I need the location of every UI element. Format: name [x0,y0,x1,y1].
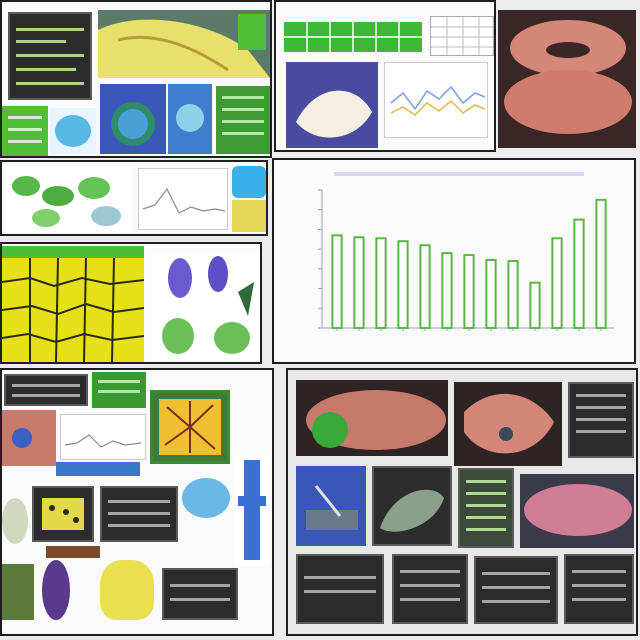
thumbnail-blue-letters[interactable] [234,456,270,566]
thumbnail-dark-chart[interactable] [100,486,178,542]
x-tick-marks [336,328,602,331]
thumbnail-purple-leaf[interactable] [286,62,378,148]
thumbnail-dark-leaf[interactable] [372,466,452,546]
panel-top-middle [274,0,496,152]
thumbnail-green-document[interactable] [2,106,48,156]
bar-3 [397,240,409,329]
thumbnail-blue-cell[interactable] [50,108,96,154]
bar-0 [331,234,343,329]
thumbnail-dark-g[interactable] [474,556,558,624]
bar-12 [595,198,607,329]
bar-1 [353,236,365,329]
thumbnail-brown-bar[interactable] [46,546,100,558]
thumbnail-dark-document[interactable] [8,12,92,100]
thumbnail-purple-egg[interactable] [42,560,70,620]
thumbnail-small-chart[interactable] [138,168,228,230]
bar-5 [441,252,453,329]
thumbnail-green-text-b[interactable] [92,372,146,408]
thumbnail-tissue-roll[interactable] [296,380,448,456]
bar-6 [463,254,475,329]
thumbnail-blue-bar[interactable] [56,462,140,476]
thumbnail-cyan-icon[interactable] [232,166,266,198]
thumbnail-green-leaves[interactable] [6,166,132,232]
panel-top-left [0,0,272,158]
panel-bottom-left [0,368,274,636]
thumbnail-dark-photo[interactable] [162,568,238,620]
chart-title-placeholder [334,172,584,176]
thumbnail-green-circle[interactable] [2,498,28,544]
thumbnail-yellow-icon[interactable] [232,200,266,232]
panel-middle-left [0,160,268,236]
thumbnail-blue-scene[interactable] [296,466,366,546]
thumbnail-dark-text-c[interactable] [568,382,634,458]
thumbnail-dark-h[interactable] [564,554,634,624]
thumbnail-blue-globe[interactable] [100,84,166,154]
thumbnail-purple-shapes[interactable] [152,252,260,360]
thumbnail-green-table[interactable] [284,22,422,52]
thumbnail-dark-text-a[interactable] [4,374,88,406]
thumbnail-yellow-flower[interactable] [150,390,230,464]
thumbnail-dark-f[interactable] [392,554,468,624]
thumbnail-green-leaf-b[interactable] [2,564,34,620]
thumbnail-flesh-blue[interactable] [2,410,56,466]
thumbnail-cyan-blob[interactable] [182,478,230,518]
thumbnail-white-table[interactable] [430,16,494,56]
chart-panel [272,158,636,364]
thumbnail-tissue-b[interactable] [454,382,562,466]
thumbnail-line-chart-b[interactable] [60,414,146,460]
panel-bottom-right [286,368,638,636]
thumbnail-green-strip[interactable] [2,246,144,258]
thumbnail-dark-text-d[interactable] [458,468,514,548]
thumbnail-blue-figure[interactable] [168,84,212,154]
bar-chart [318,172,614,331]
thumbnail-green-text[interactable] [216,86,270,154]
panel-yellow-cells [0,242,262,364]
thumbnail-line-chart[interactable] [384,62,488,138]
bar-11 [573,218,585,330]
thumbnail-yellow-cells[interactable] [2,258,144,362]
thumbnail-tissue-c[interactable] [520,474,634,548]
thumbnail-tissue-image[interactable] [498,10,636,148]
thumbnail-yellow-leaf[interactable] [98,10,270,78]
bar-9 [529,281,541,329]
bars-group [331,198,607,330]
thumbnail-dark-yellow[interactable] [32,486,94,542]
thumbnail-dark-e[interactable] [296,554,384,624]
bar-10 [551,237,563,329]
bar-2 [375,237,387,329]
bar-4 [419,244,431,329]
bar-8 [507,259,519,329]
y-tick-marks [318,189,322,329]
bar-7 [485,258,497,329]
thumbnail-yellow-bird[interactable] [100,560,154,620]
